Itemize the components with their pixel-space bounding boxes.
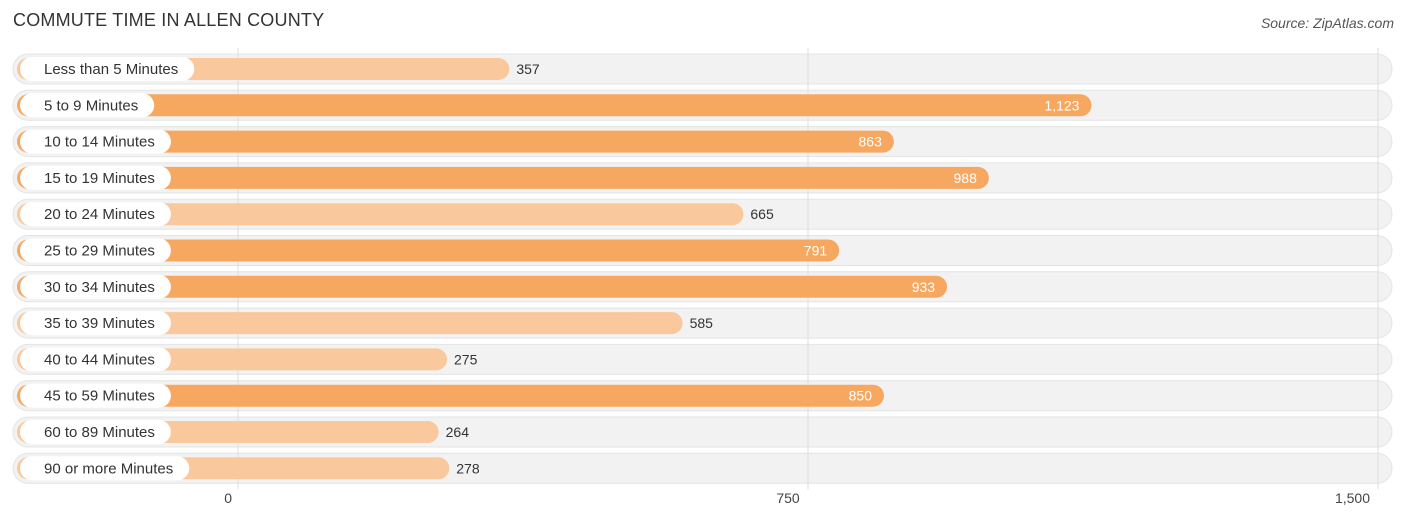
bar (17, 203, 744, 226)
bar (17, 130, 894, 153)
category-label: Less than 5 Minutes (44, 61, 178, 78)
bar (17, 275, 948, 298)
value-label: 357 (516, 61, 540, 77)
bar (17, 239, 840, 262)
category-label-pill (20, 57, 195, 81)
category-label-pill (20, 165, 171, 190)
value-label: 1,123 (1044, 97, 1079, 113)
category-label-pill (20, 93, 155, 118)
category-label-pill (20, 420, 171, 444)
value-label: 665 (750, 206, 774, 222)
category-label: 40 to 44 Minutes (44, 351, 155, 368)
category-label: 35 to 39 Minutes (44, 315, 155, 332)
category-label: 25 to 29 Minutes (44, 243, 155, 260)
x-tick-label: 1,500 (1335, 490, 1370, 506)
value-label: 585 (690, 315, 714, 331)
value-label: 988 (954, 170, 978, 186)
category-label: 20 to 24 Minutes (44, 206, 155, 223)
value-label: 791 (804, 243, 828, 259)
category-label-pill (20, 383, 171, 408)
category-label: 90 or more Minutes (44, 460, 173, 477)
category-label-pill (20, 311, 171, 336)
bar (17, 384, 884, 407)
value-label: 850 (849, 388, 873, 404)
value-label: 863 (859, 134, 883, 150)
category-label-pill (20, 129, 171, 154)
category-label: 60 to 89 Minutes (44, 424, 155, 441)
value-label: 933 (912, 279, 936, 295)
value-label: 278 (456, 460, 480, 476)
x-tick-label: 0 (224, 490, 232, 506)
x-tick-label: 750 (776, 490, 800, 506)
bar (17, 312, 683, 335)
value-label: 275 (454, 351, 478, 367)
category-label-pill (20, 347, 171, 372)
category-label: 10 to 14 Minutes (44, 134, 155, 151)
chart-title: COMMUTE TIME IN ALLEN COUNTY (13, 10, 325, 30)
category-label-pill (20, 274, 171, 299)
category-label: 15 to 19 Minutes (44, 170, 155, 187)
bar (17, 94, 1092, 117)
bar (17, 166, 989, 189)
category-label: 5 to 9 Minutes (44, 97, 138, 114)
chart-source: Source: ZipAtlas.com (1260, 15, 1394, 31)
category-label: 30 to 34 Minutes (44, 279, 155, 296)
category-label-pill (20, 238, 171, 263)
category-label-pill (20, 456, 190, 481)
category-label-pill (20, 202, 171, 227)
value-label: 264 (446, 424, 470, 440)
category-label: 45 to 59 Minutes (44, 388, 155, 405)
